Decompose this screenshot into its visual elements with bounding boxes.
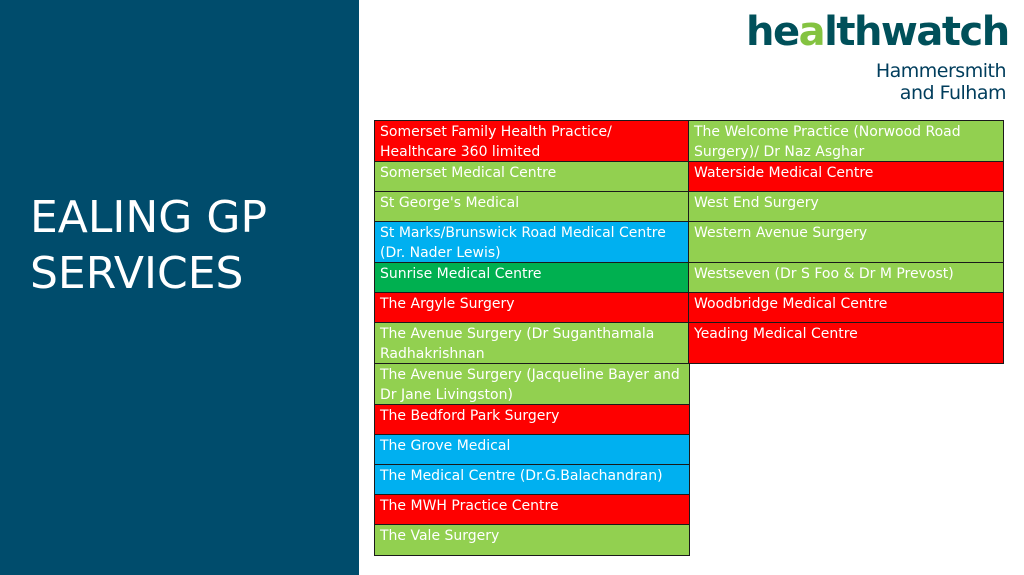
logo-speech-bubble: a (798, 9, 826, 55)
right-cell-3: West End Surgery (688, 191, 1004, 222)
right-cell-7: Yeading Medical Centre (688, 322, 1004, 364)
left-cell-10: The Grove Medical (374, 434, 690, 465)
left-cell-3: St George's Medical (374, 191, 690, 222)
left-cell-8: The Avenue Surgery (Jacqueline Bayer and… (374, 363, 690, 405)
left-cell-4: St Marks/Brunswick Road Medical Centre (… (374, 221, 690, 263)
right-cell-4: Western Avenue Surgery (688, 221, 1004, 263)
sidebar-panel (0, 0, 359, 575)
right-cell-6: Woodbridge Medical Centre (688, 292, 1004, 323)
left-cell-11: The Medical Centre (Dr.G.Balachandran) (374, 464, 690, 495)
slide-title-line-2: SERVICES (30, 248, 244, 299)
logo-wordmark: healthwatch (746, 9, 1010, 55)
left-cell-13: The Vale Surgery (374, 524, 690, 556)
left-cell-6: The Argyle Surgery (374, 292, 690, 323)
logo-subtitle-line-2: and Fulham (899, 82, 1007, 104)
right-cell-1: The Welcome Practice (Norwood Road Surge… (688, 120, 1004, 162)
slide-title-line-1: EALING GP (30, 192, 268, 243)
left-cell-1: Somerset Family Health Practice/ Healthc… (374, 120, 690, 162)
left-cell-2: Somerset Medical Centre (374, 161, 690, 192)
left-cell-7: The Avenue Surgery (Dr Suganthamala Radh… (374, 322, 690, 364)
left-cell-12: The MWH Practice Centre (374, 494, 690, 525)
logo-subtitle-line-1: Hammersmith (875, 60, 1007, 82)
slide-title: EALING GP SERVICES (30, 190, 267, 302)
left-cell-9: The Bedford Park Surgery (374, 404, 690, 435)
right-cell-5: Westseven (Dr S Foo & Dr M Prevost) (688, 262, 1004, 293)
healthwatch-logo: healthwatch Hammersmith and Fulham (746, 9, 1010, 104)
left-cell-5: Sunrise Medical Centre (374, 262, 690, 293)
right-cell-2: Waterside Medical Centre (688, 161, 1004, 192)
